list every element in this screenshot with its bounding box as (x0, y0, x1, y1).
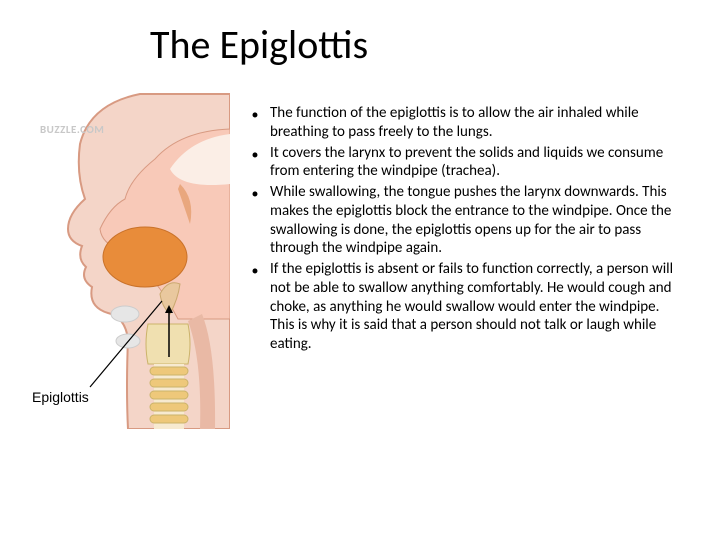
cartilage-1 (111, 306, 139, 322)
watermark-text: BUZZLE.COM (40, 123, 104, 136)
list-item: • If the epiglottis is absent or fails t… (240, 260, 680, 354)
bullet-ul: • The function of the epiglottis is to a… (240, 104, 680, 354)
bullet-icon: • (240, 260, 270, 279)
bullet-icon: • (240, 144, 270, 163)
bullet-text: While swallowing, the tongue pushes the … (270, 183, 680, 258)
tongue (103, 227, 187, 287)
trachea-rings (150, 367, 188, 423)
list-item: • It covers the larynx to prevent the so… (240, 144, 680, 182)
content-row: BUZZLE.COM (30, 89, 690, 520)
list-item: • While swallowing, the tongue pushes th… (240, 183, 680, 258)
epiglottis-label: Epiglottis (32, 389, 89, 405)
larynx (146, 324, 190, 364)
list-item: • The function of the epiglottis is to a… (240, 104, 680, 142)
bullet-text: If the epiglottis is absent or fails to … (270, 260, 680, 354)
bullet-icon: • (240, 104, 270, 123)
bullet-text: The function of the epiglottis is to all… (270, 104, 680, 142)
bullet-icon: • (240, 183, 270, 202)
bullet-list: • The function of the epiglottis is to a… (240, 89, 690, 520)
slide: The Epiglottis BUZZLE.COM (0, 0, 720, 540)
anatomy-diagram: BUZZLE.COM (30, 89, 230, 520)
page-title: The Epiglottis (150, 20, 690, 69)
bullet-text: It covers the larynx to prevent the soli… (270, 144, 680, 182)
head-svg (30, 89, 230, 429)
